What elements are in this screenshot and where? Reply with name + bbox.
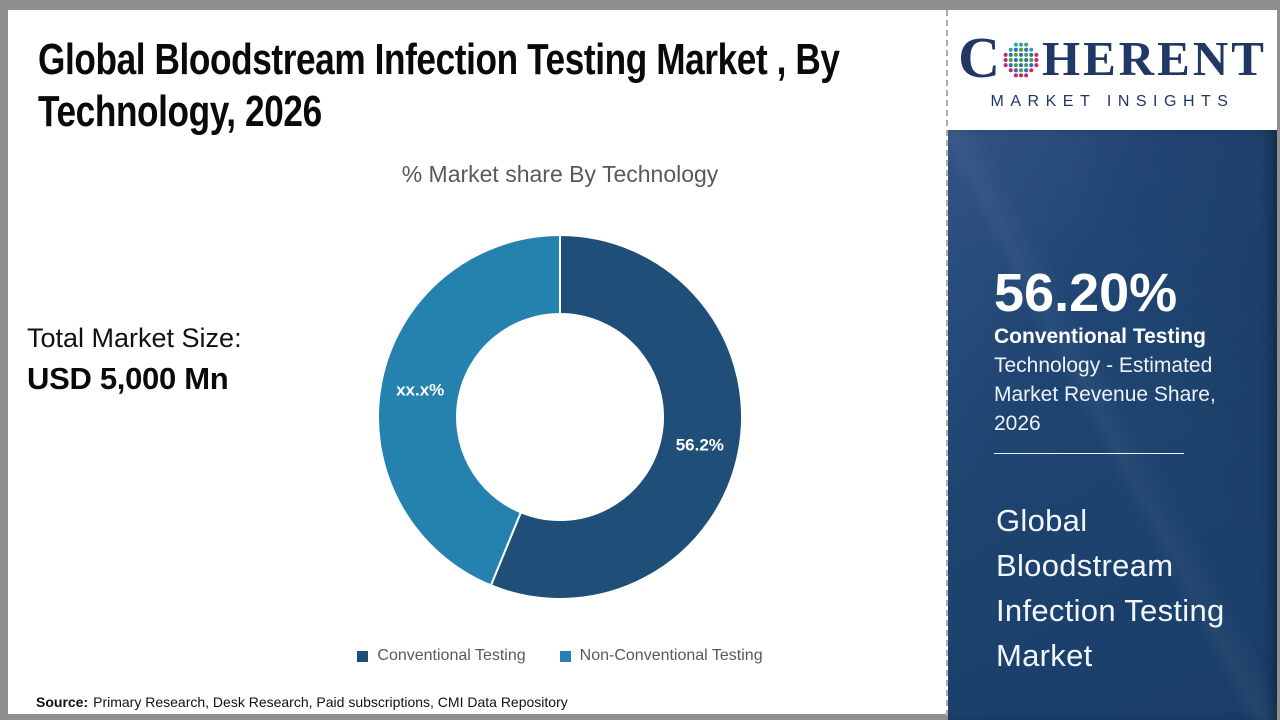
total-market-size-block: Total Market Size: USD 5,000 Mn	[27, 323, 242, 397]
brand-logo: C HERENT MARKET INSIGHTS	[948, 10, 1277, 130]
brand-wordmark: C HERENT	[958, 29, 1267, 87]
legend-label-non-conventional: Non-Conventional Testing	[579, 647, 763, 664]
sidebar: C HERENT MARKET INSIGHTS 56.20% Conventi…	[948, 0, 1277, 720]
chart-title: % Market share By Technology	[401, 161, 719, 187]
page-title-line1: Global Bloodstream Infection Testing Mar…	[38, 35, 840, 84]
source-text: Primary Research, Desk Research, Paid su…	[93, 694, 568, 710]
stat-divider	[994, 453, 1184, 454]
page-title-line2: Technology, 2026	[38, 87, 322, 136]
donut-chart-svg: 56.2% xx.x%	[377, 233, 743, 600]
brand-letter-c: C	[958, 25, 1001, 90]
total-market-size-label: Total Market Size:	[27, 323, 242, 353]
chart-legend: Conventional Testing Non-Conventional Te…	[160, 647, 960, 665]
main-content-panel: Global Bloodstream Infection Testing Mar…	[8, 10, 948, 714]
panel-divider	[946, 10, 948, 716]
brand-letters-rest: HERENT	[1041, 30, 1267, 86]
legend-swatch-non-conventional	[559, 650, 571, 662]
source-line: Source: Primary Research, Desk Research, …	[36, 694, 568, 710]
globe-dots-icon	[1003, 42, 1039, 78]
legend-label-conventional: Conventional Testing	[377, 647, 526, 664]
source-label: Source:	[36, 694, 89, 710]
sidebar-stat-panel: 56.20% Conventional Testing Technology -…	[948, 130, 1277, 720]
stat-label-rest: Technology - Estimated Market Revenue Sh…	[994, 354, 1216, 435]
legend-item-conventional: Conventional Testing	[357, 647, 526, 665]
donut-segment-0	[489, 233, 743, 600]
stat-label-bold: Conventional Testing	[994, 325, 1206, 348]
stat-value: 56.20%	[994, 263, 1178, 323]
legend-swatch-conventional	[357, 650, 369, 662]
donut-segment-label-0: 56.2%	[676, 436, 724, 455]
legend-item-non-conventional: Non-Conventional Testing	[559, 647, 763, 665]
page-title: Global Bloodstream Infection Testing Mar…	[38, 34, 1040, 138]
sidebar-market-name: Global Bloodstream Infection Testing Mar…	[996, 503, 1225, 673]
donut-segment-1	[377, 233, 561, 587]
donut-segment-label-1: xx.x%	[396, 380, 444, 399]
brand-tagline: MARKET INSIGHTS	[990, 93, 1235, 110]
donut-chart: 56.2% xx.x%	[376, 233, 744, 601]
total-market-size-value: USD 5,000 Mn	[27, 361, 229, 396]
